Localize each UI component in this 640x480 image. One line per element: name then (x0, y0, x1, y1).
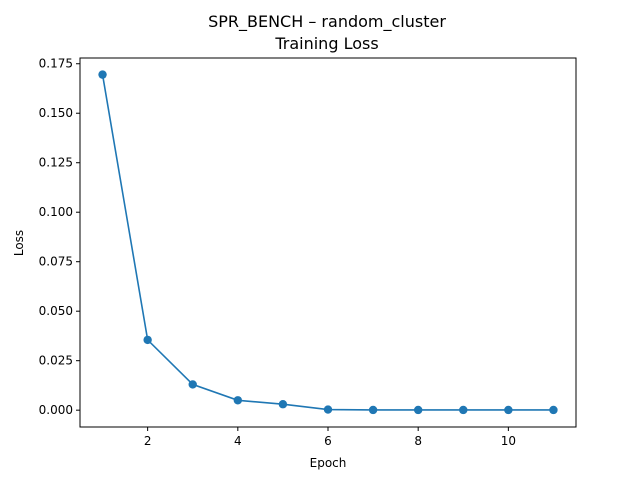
y-tick-label: 0.125 (39, 156, 73, 170)
y-tick-label: 0.000 (39, 403, 73, 417)
x-axis-label: Epoch (310, 456, 347, 470)
y-axis-label: Loss (12, 230, 26, 256)
plot-area: 2 4 6 8 10 0.000 0.025 0.050 0.075 0.100 0.125 0.15… (39, 57, 558, 448)
data-point-marker (368, 405, 378, 415)
axes-frame (79, 57, 577, 428)
y-tick-label: 0.175 (39, 57, 73, 71)
y-tick-label: 0.075 (39, 255, 73, 269)
data-point-marker (188, 380, 197, 389)
y-tick-label: 0.100 (39, 205, 73, 219)
data-point-marker (98, 70, 107, 79)
data-point-marker (323, 405, 333, 414)
chart-title-line-2: Training Loss (274, 34, 378, 53)
chart-title-line-1: SPR_BENCH – random_cluster (208, 12, 446, 32)
y-tick-label: 0.150 (39, 106, 73, 120)
x-tick-label: 10 (501, 434, 516, 448)
y-tick-label: 0.025 (39, 354, 73, 368)
data-point-marker (233, 396, 243, 405)
data-point-marker (504, 405, 513, 415)
data-point-marker (278, 400, 288, 409)
x-tick-label: 8 (414, 434, 422, 448)
x-tick-label: 4 (234, 434, 242, 448)
x-tick-label: 6 (324, 434, 332, 448)
data-point-marker (413, 405, 423, 415)
x-tick-label: 2 (144, 434, 152, 448)
data-point-marker (459, 405, 468, 415)
data-point-marker (143, 335, 152, 345)
y-tick-label: 0.050 (39, 304, 73, 318)
data-point-marker (549, 405, 558, 415)
